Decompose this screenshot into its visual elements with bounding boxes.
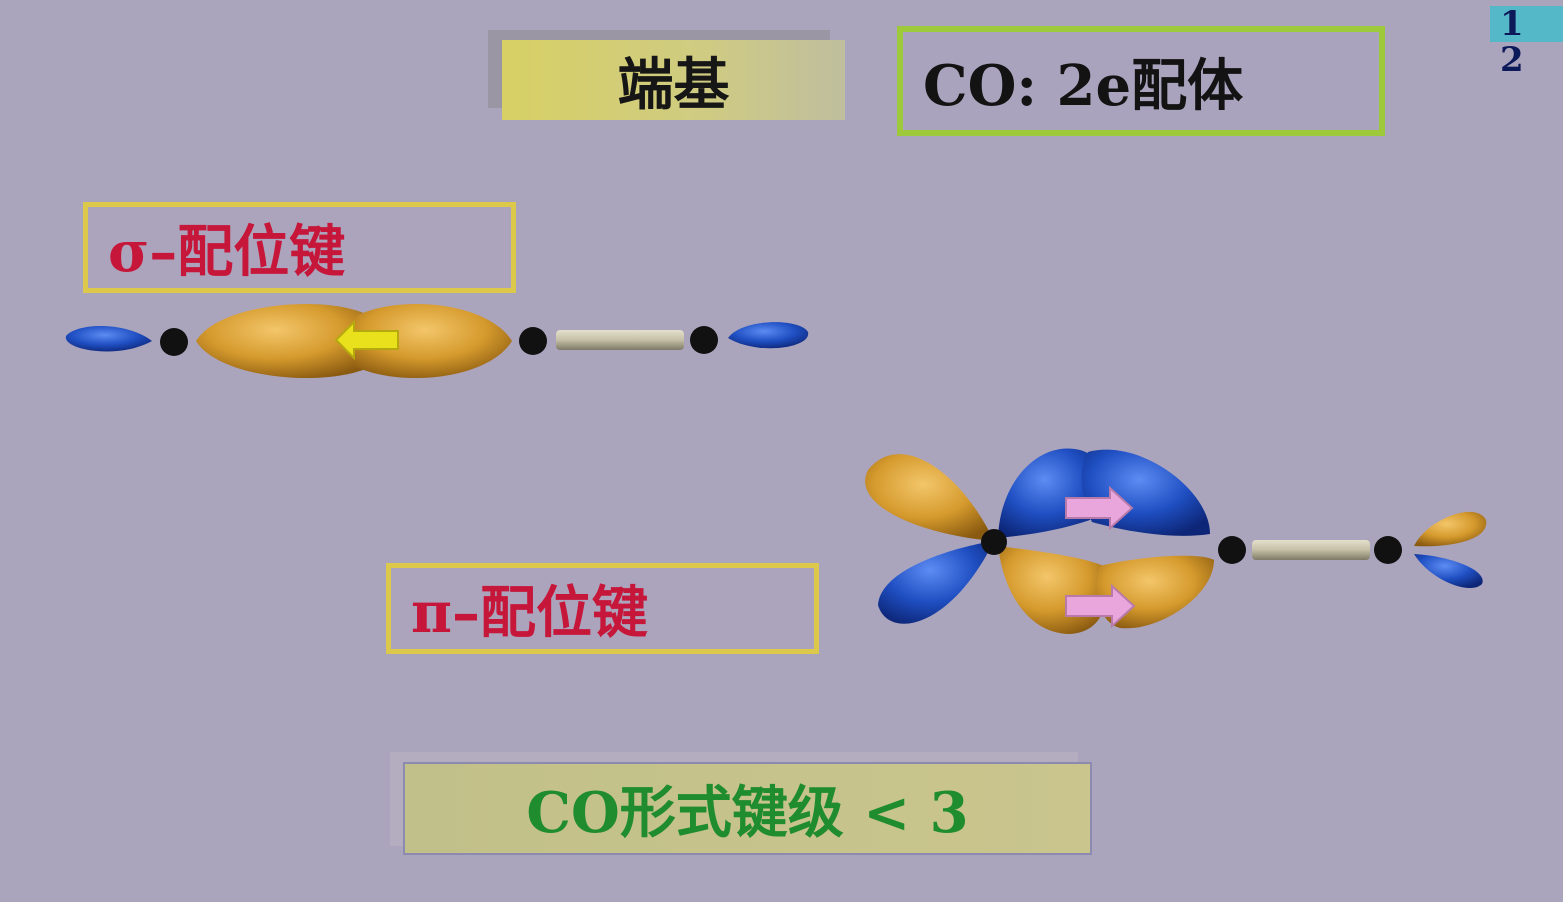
pi-orange-lobe-right	[1096, 555, 1214, 629]
sigma-orbital-metal-lobe	[196, 303, 372, 379]
d-orbital-blue-lobe-lower	[878, 541, 994, 624]
pi-bond-diagram	[865, 448, 1487, 634]
pi-backdonation-arrow-upper	[1065, 485, 1134, 531]
sigma-orbital-carbon-lobe	[354, 303, 512, 379]
sigma-bond-diagram	[65, 303, 809, 379]
sigma-bond-label: σ–配位键	[83, 202, 516, 293]
pi-oxygen-blue-lobe	[1414, 554, 1483, 589]
pi-blue-lobe-left	[998, 448, 1102, 538]
bond-order-label: CO形式键级 < 3	[403, 762, 1092, 855]
d-orbital-orange-lobe-upper	[865, 454, 994, 541]
pi-backdonation-arrow-lower	[1065, 583, 1136, 629]
oxygen-blue-lobe	[728, 322, 809, 349]
pi-metal-atom	[981, 529, 1007, 555]
co-bond-rod	[556, 330, 684, 350]
metal-atom	[160, 328, 188, 356]
page-title: 端基	[502, 40, 845, 120]
metal-blue-lobe	[65, 326, 152, 352]
sigma-donation-arrow	[334, 319, 399, 361]
pi-orange-lobe-left	[998, 546, 1107, 634]
carbon-atom	[519, 327, 547, 355]
pi-bond-label: π–配位键	[386, 563, 819, 654]
pi-carbon-atom	[1218, 536, 1246, 564]
pi-oxygen-atom	[1374, 536, 1402, 564]
co-ligand-label: CO: 2e配体	[897, 26, 1385, 136]
pi-blue-lobe-right	[1081, 449, 1210, 536]
oxygen-atom	[690, 326, 718, 354]
pi-oxygen-orange-lobe	[1414, 511, 1487, 547]
page-number: 1 2	[1490, 6, 1563, 78]
pi-co-bond-rod	[1252, 540, 1370, 560]
